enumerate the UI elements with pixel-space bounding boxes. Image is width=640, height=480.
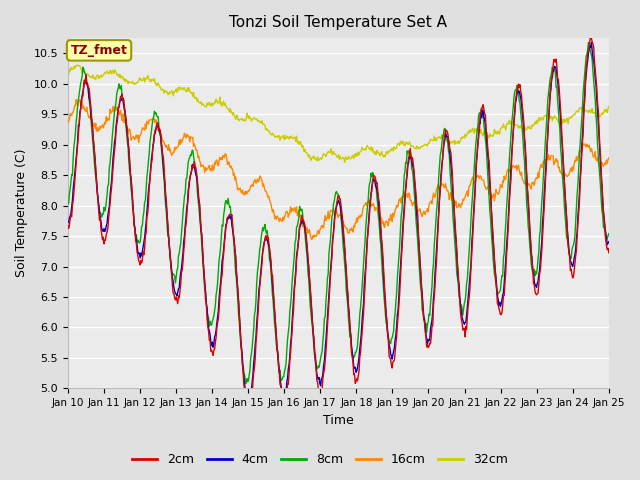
Legend: 2cm, 4cm, 8cm, 16cm, 32cm: 2cm, 4cm, 8cm, 16cm, 32cm	[127, 448, 513, 471]
Title: Tonzi Soil Temperature Set A: Tonzi Soil Temperature Set A	[229, 15, 447, 30]
X-axis label: Time: Time	[323, 414, 354, 427]
Y-axis label: Soil Temperature (C): Soil Temperature (C)	[15, 149, 28, 277]
Text: TZ_fmet: TZ_fmet	[70, 44, 127, 57]
